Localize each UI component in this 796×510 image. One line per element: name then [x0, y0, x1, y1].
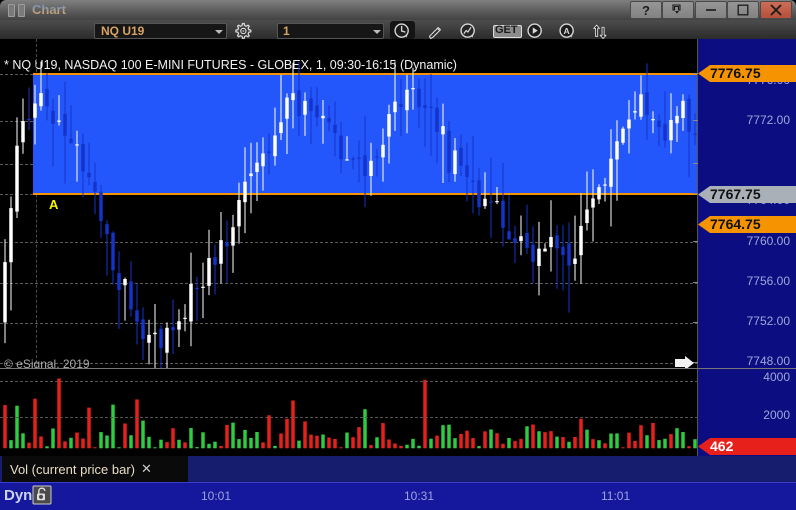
svg-text:A: A: [564, 26, 570, 36]
